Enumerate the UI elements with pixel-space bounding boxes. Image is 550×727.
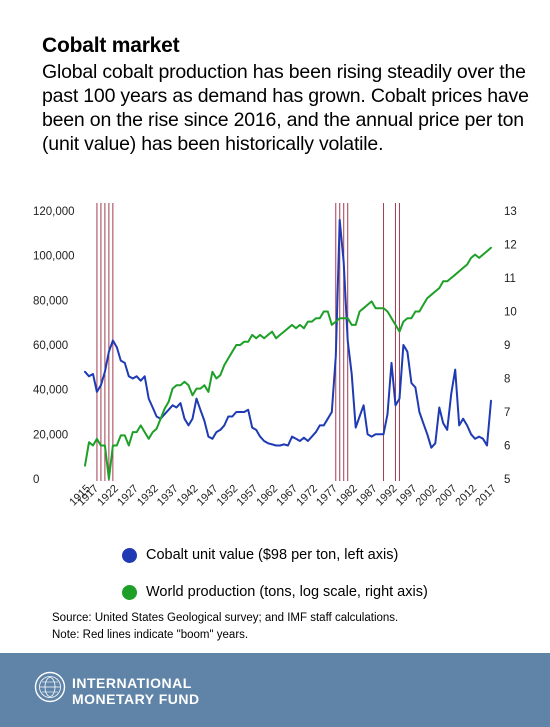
x-tick-label: 1967: [274, 483, 300, 509]
x-tick-label: 1987: [354, 483, 380, 509]
x-tick-label: 1992: [374, 483, 400, 509]
page-title: Cobalt market: [42, 34, 180, 57]
x-tick-label: 2002: [414, 483, 440, 509]
right-tick-label: 8: [504, 374, 510, 386]
right-tick-label: 7: [504, 407, 510, 419]
x-tick-label: 1927: [115, 483, 141, 509]
x-tick-label: 1932: [135, 483, 161, 509]
left-tick-label: 80,000: [33, 295, 68, 307]
series-group: [84, 218, 492, 480]
x-tick-label: 1947: [195, 483, 221, 509]
x-tick-label: 1982: [334, 483, 360, 509]
right-tick-label: 13: [504, 206, 517, 218]
unit-value-line: [84, 218, 492, 449]
dual-axis-line-chart: 020,00040,00060,00080,000100,000120,000 …: [33, 203, 517, 509]
right-tick-label: 12: [504, 240, 517, 252]
source-note: Source: United States Geological survey;…: [52, 612, 399, 624]
left-tick-label: 100,000: [33, 251, 75, 263]
x-tick-label: 1922: [95, 483, 121, 509]
right-tick-label: 5: [504, 474, 510, 486]
left-tick-label: 120,000: [33, 206, 75, 218]
footer-org-name: INTERNATIONAL MONETARY FUND: [72, 675, 200, 707]
x-tick-label: 1952: [215, 483, 241, 509]
right-tick-label: 10: [504, 307, 517, 319]
legend-label-production: World production (tons, log scale, right…: [146, 584, 428, 600]
right-axis-ticks: 5 6 7 8 9 10 11 12 13: [504, 206, 517, 486]
left-tick-label: 40,000: [33, 385, 68, 397]
legend-swatch-production: [122, 584, 137, 600]
x-tick-label: 2007: [434, 483, 460, 509]
boom-note: Note: Red lines indicate "boom" years.: [52, 629, 249, 641]
right-tick-label: 11: [504, 273, 516, 285]
legend-swatch-unit-value: [122, 547, 137, 563]
footer-bar: INTERNATIONAL MONETARY FUND: [0, 653, 550, 727]
x-tick-label: 1997: [394, 483, 420, 509]
x-tick-label: 1977: [314, 483, 340, 509]
right-tick-label: 6: [504, 441, 510, 453]
production-line: [84, 246, 492, 480]
x-tick-label: 1962: [254, 483, 280, 509]
x-tick-label: 1942: [175, 483, 201, 509]
left-tick-label: 60,000: [33, 340, 68, 352]
x-tick-label: 1957: [234, 483, 260, 509]
left-tick-label: 0: [33, 474, 39, 486]
x-tick-label: 1937: [155, 483, 181, 509]
right-tick-label: 9: [504, 340, 510, 352]
x-tick-label: 1917: [75, 483, 101, 509]
left-tick-label: 20,000: [33, 429, 68, 441]
imf-seal-icon: [34, 671, 66, 703]
legend-item-unit-value: Cobalt unit value ($98 per ton, left axi…: [122, 547, 398, 563]
legend-label-unit-value: Cobalt unit value ($98 per ton, left axi…: [146, 547, 399, 563]
legend-item-production: World production (tons, log scale, right…: [122, 584, 428, 600]
left-axis-ticks: 0 20,000 40,000 60,000 80,000 100,000 120,000: [33, 206, 75, 486]
page-subtitle: Global cobalt production has been rising…: [42, 61, 529, 155]
x-tick-label: 2012: [453, 483, 479, 509]
x-tick-label: 1972: [294, 483, 320, 509]
x-tick-label: 2017: [473, 483, 499, 509]
x-axis-ticks: 1915191719221927193219371942194719521957…: [67, 483, 499, 509]
